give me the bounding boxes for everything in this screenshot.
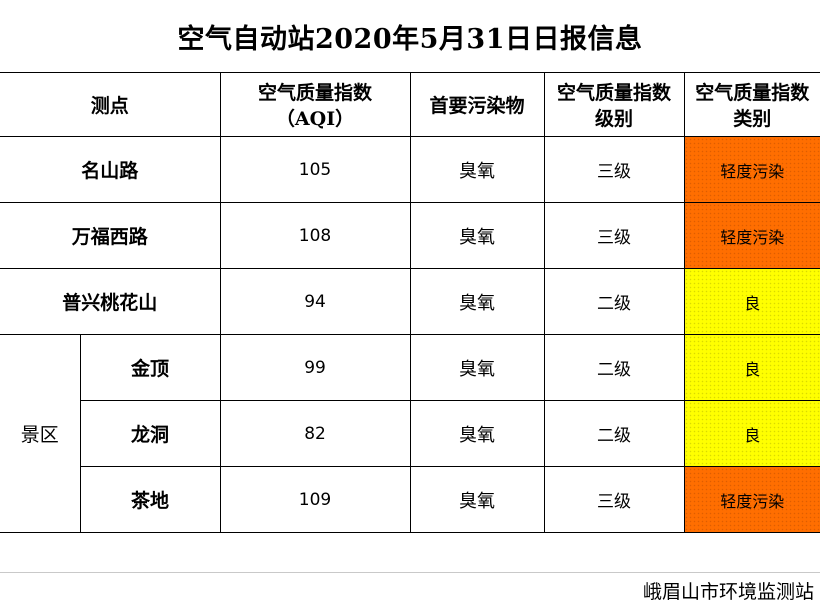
aqi-level: 三级 — [543, 136, 685, 203]
aqi-category-badge: 轻度污染 — [683, 136, 820, 203]
report-title: 空气自动站2020年5月31日日报信息 — [0, 0, 820, 73]
table-header-row: 测点 空气质量指数 （AQI） 首要污染物 空气质量指数 级别 空气质量指数 类… — [0, 72, 820, 137]
aqi-level: 二级 — [543, 334, 685, 401]
aqi-level: 二级 — [543, 400, 685, 467]
aqi-value: 99 — [219, 334, 411, 401]
header-category-line1: 空气质量指数 — [695, 81, 810, 104]
footer-source: 峨眉山市环境监测站 — [642, 580, 814, 603]
primary-pollutant: 臭氧 — [409, 202, 545, 269]
site-name: 名山路 — [0, 136, 221, 203]
header-category-line2: 类别 — [733, 107, 772, 130]
primary-pollutant: 臭氧 — [409, 466, 545, 533]
scenic-group-label: 景区 — [0, 334, 81, 533]
aqi-category-badge: 轻度污染 — [683, 466, 820, 533]
site-name: 金顶 — [79, 334, 221, 401]
table-row: 名山路 105 臭氧 三级 轻度污染 — [0, 136, 820, 203]
aqi-level: 二级 — [543, 268, 685, 335]
table-row: 茶地 109 臭氧 三级 轻度污染 — [0, 466, 820, 533]
aqi-value: 105 — [219, 136, 411, 203]
header-level-line1: 空气质量指数 — [557, 81, 672, 104]
table-row: 景区 金顶 99 臭氧 二级 良 — [0, 334, 820, 533]
primary-pollutant: 臭氧 — [409, 334, 545, 401]
aqi-category-badge: 良 — [683, 268, 820, 335]
header-level: 空气质量指数 级别 — [543, 72, 685, 137]
aqi-value: 108 — [219, 202, 411, 269]
table-row: 万福西路 108 臭氧 三级 轻度污染 — [0, 202, 820, 269]
aqi-category-badge: 良 — [683, 400, 820, 467]
aqi-category-badge: 良 — [683, 334, 820, 401]
header-aqi-line1: 空气质量指数 — [258, 81, 373, 104]
header-aqi-line2: （AQI） — [275, 107, 355, 130]
aqi-value: 94 — [219, 268, 411, 335]
header-primary-pollutant: 首要污染物 — [409, 72, 545, 137]
aqi-level: 三级 — [543, 466, 685, 533]
header-site: 测点 — [0, 72, 221, 137]
site-name: 普兴桃花山 — [0, 268, 221, 335]
empty-row-band — [0, 532, 820, 573]
aqi-level: 三级 — [543, 202, 685, 269]
site-name: 龙洞 — [80, 400, 221, 467]
site-name: 万福西路 — [0, 202, 221, 269]
site-name: 茶地 — [80, 466, 221, 533]
aqi-value: 82 — [219, 400, 411, 467]
header-level-line2: 级别 — [595, 107, 634, 130]
header-aqi: 空气质量指数 （AQI） — [219, 72, 411, 137]
aqi-category-badge: 轻度污染 — [683, 202, 820, 269]
aqi-table: 测点 空气质量指数 （AQI） 首要污染物 空气质量指数 级别 空气质量指数 类… — [0, 72, 820, 533]
table-row: 龙洞 82 臭氧 二级 良 — [0, 400, 820, 467]
table-row: 普兴桃花山 94 臭氧 二级 良 — [0, 268, 820, 335]
primary-pollutant: 臭氧 — [409, 268, 545, 335]
primary-pollutant: 臭氧 — [409, 400, 545, 467]
primary-pollutant: 臭氧 — [409, 136, 545, 203]
aqi-value: 109 — [219, 466, 411, 533]
header-category: 空气质量指数 类别 — [683, 72, 820, 137]
